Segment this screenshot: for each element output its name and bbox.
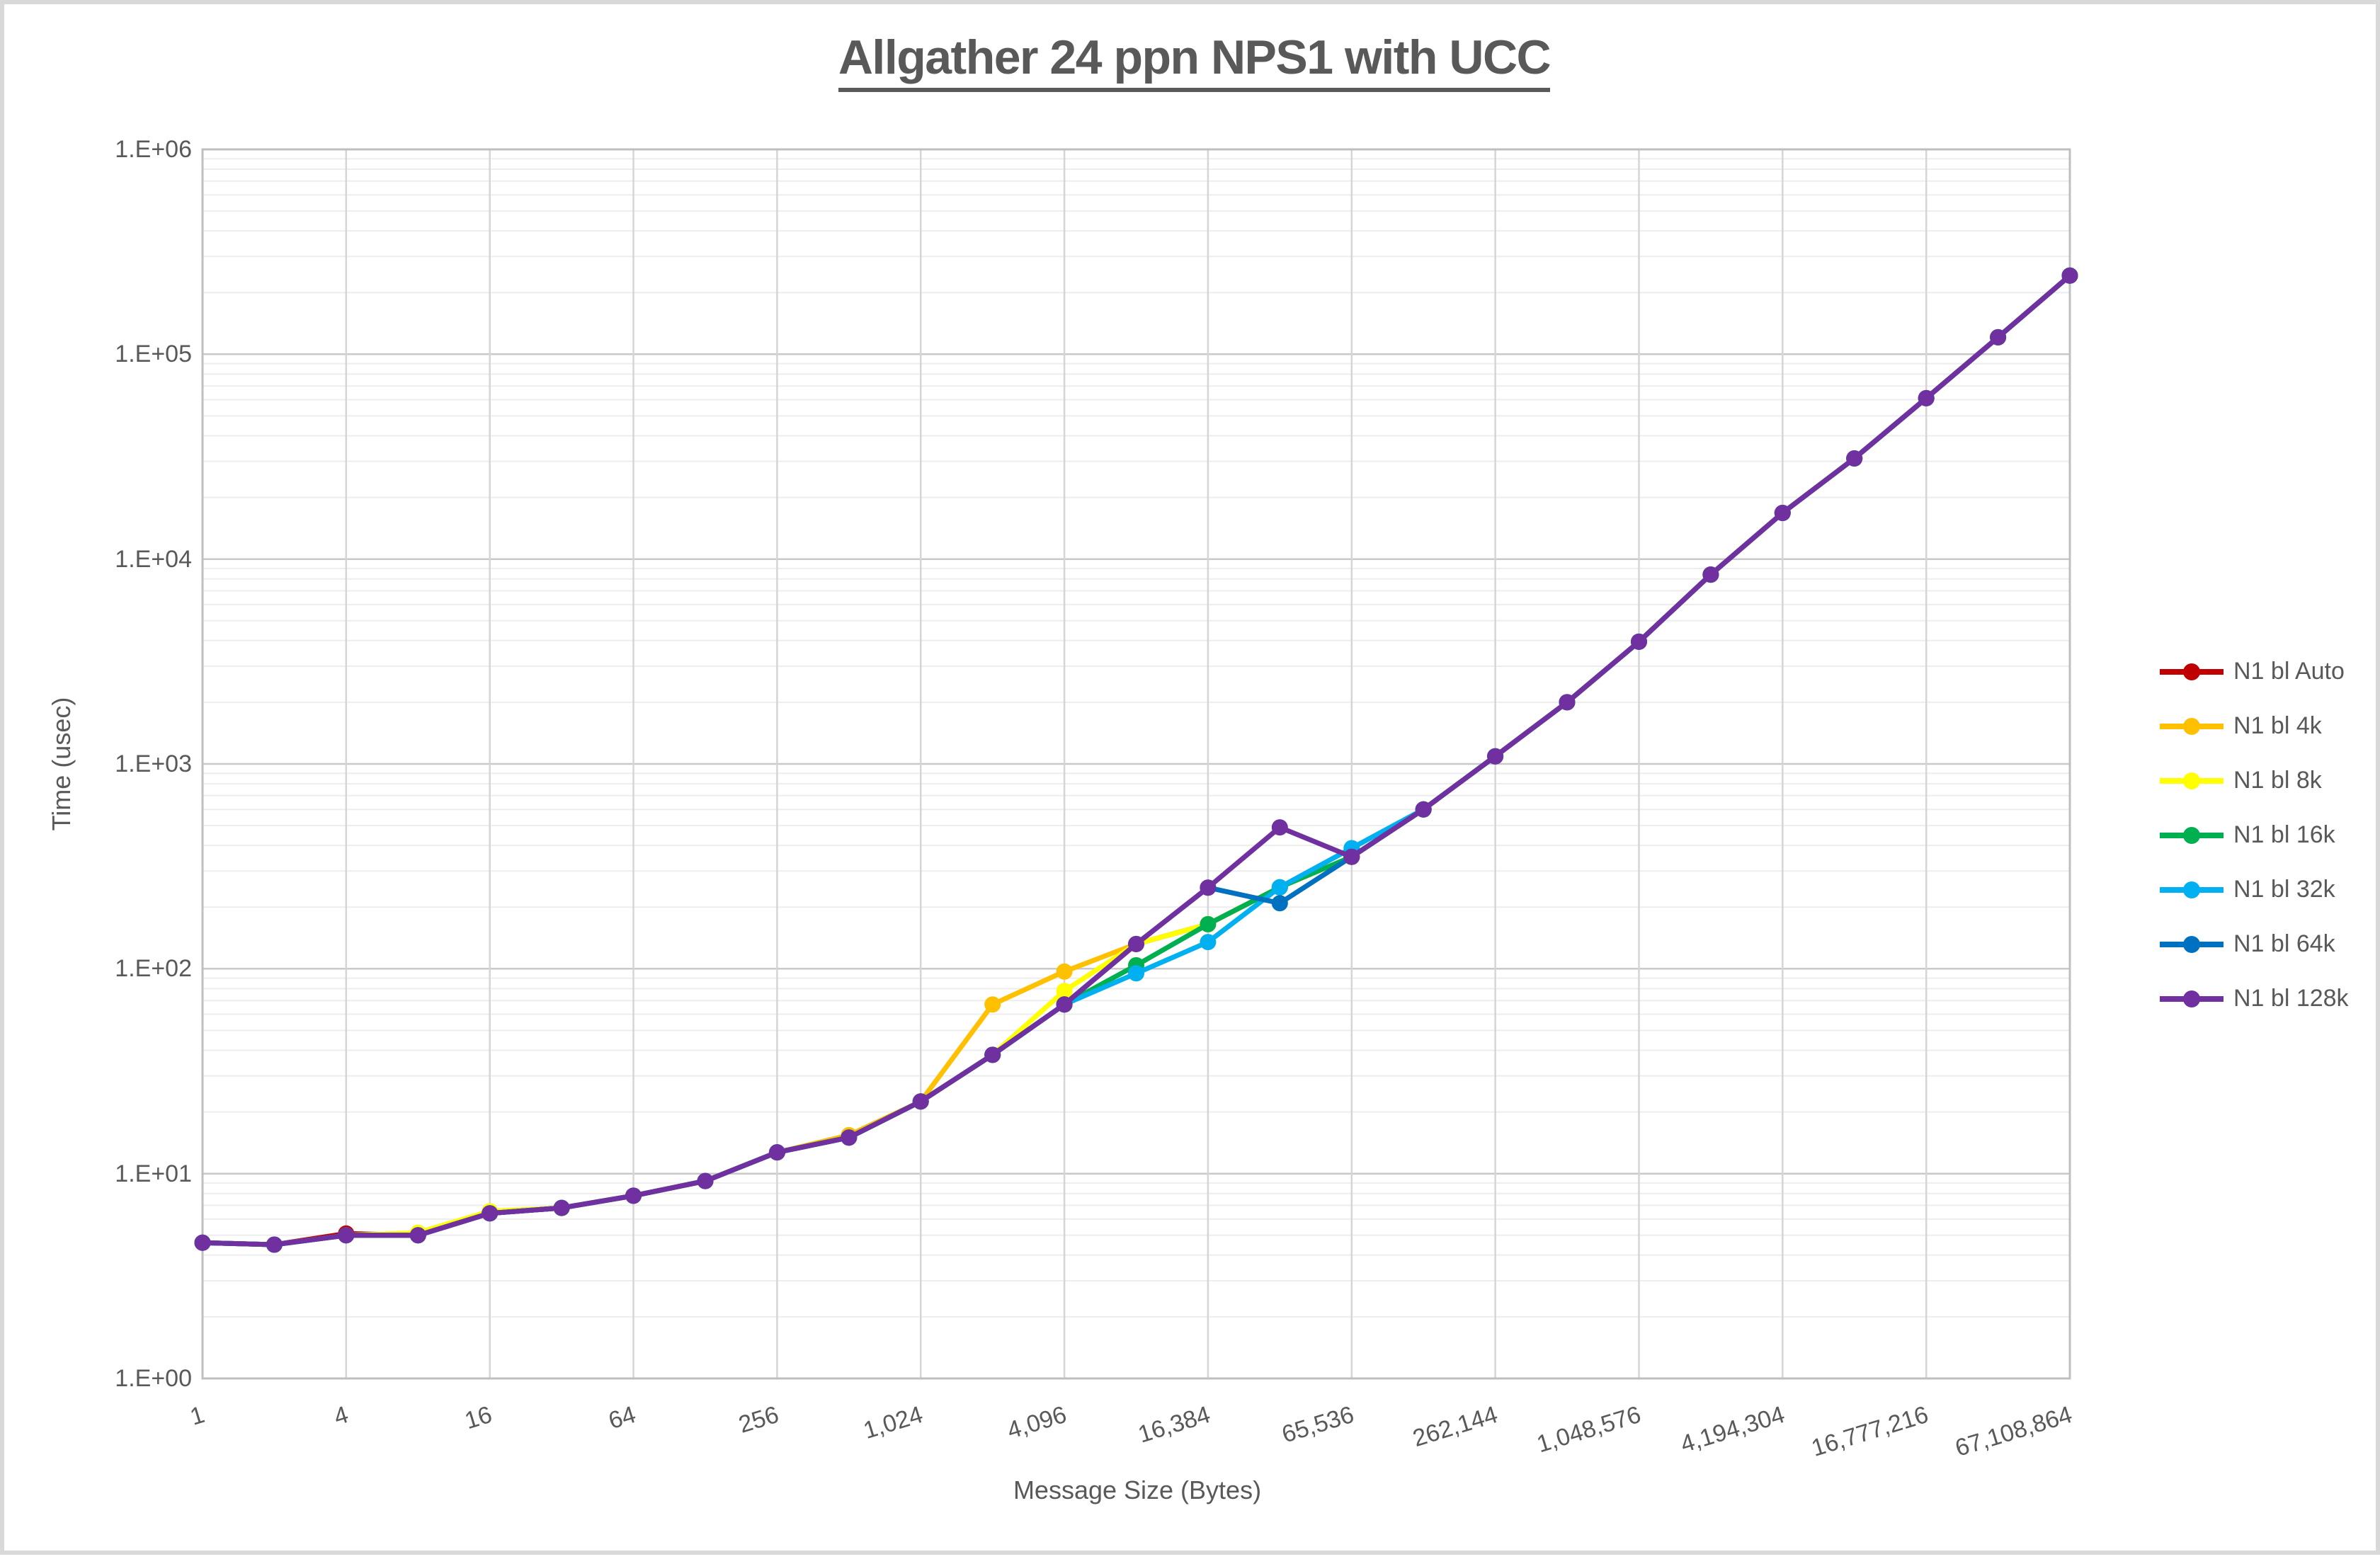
- data-point: [482, 1205, 499, 1222]
- data-point: [194, 1234, 211, 1251]
- data-point: [912, 1093, 929, 1110]
- legend-marker-icon: [2160, 663, 2224, 680]
- y-axis-title: Time (usec): [47, 697, 76, 831]
- legend-item-label: N1 bl 32k: [2233, 876, 2335, 903]
- data-point: [1056, 983, 1073, 1000]
- data-point: [1271, 879, 1288, 896]
- y-tick-label: 1.E+05: [115, 341, 192, 367]
- legend-marker-icon: [2160, 881, 2224, 898]
- series-line: [200, 273, 2073, 1247]
- series-line: [200, 273, 2073, 1247]
- legend-item: N1 bl 4k: [2160, 699, 2349, 753]
- data-point: [338, 1227, 355, 1244]
- data-point: [1271, 819, 1288, 836]
- legend-marker-dot-icon: [2183, 881, 2200, 898]
- data-point: [625, 1187, 642, 1204]
- legend-item-label: N1 bl 64k: [2233, 930, 2335, 957]
- legend-item-label: N1 bl 4k: [2233, 712, 2322, 739]
- legend-marker-dot-icon: [2183, 990, 2200, 1007]
- series-line: [200, 273, 2073, 1247]
- legend-item: N1 bl 128k: [2160, 971, 2349, 1026]
- legend-marker-dot-icon: [2183, 772, 2200, 789]
- data-point: [1631, 633, 1647, 650]
- legend-item-label: N1 bl Auto: [2233, 658, 2345, 685]
- data-point: [1702, 566, 1719, 583]
- y-tick-label: 1.E+04: [115, 546, 192, 573]
- y-tick-label: 1.E+00: [115, 1365, 192, 1392]
- data-point: [841, 1129, 858, 1146]
- data-point: [1271, 895, 1288, 912]
- legend-item: N1 bl 64k: [2160, 917, 2349, 971]
- legend-marker-icon: [2160, 772, 2224, 789]
- data-point: [1774, 505, 1791, 521]
- series-line: [200, 273, 2073, 1247]
- data-point: [1128, 935, 1144, 952]
- data-point: [1559, 694, 1576, 711]
- series-line: [200, 273, 2073, 1247]
- plot-border: [201, 148, 2071, 1380]
- data-point: [553, 1199, 570, 1216]
- data-point: [1056, 963, 1073, 980]
- data-point: [1343, 848, 1360, 865]
- series-line: [200, 273, 2073, 1247]
- data-point: [697, 1172, 714, 1189]
- legend-item: N1 bl Auto: [2160, 644, 2349, 699]
- data-point: [984, 996, 1001, 1013]
- legend-item: N1 bl 8k: [2160, 753, 2349, 808]
- data-point: [1200, 934, 1217, 951]
- y-tick-label: 1.E+03: [115, 750, 192, 777]
- data-point: [768, 1144, 785, 1161]
- data-point: [1990, 329, 2007, 346]
- legend-marker-dot-icon: [2183, 935, 2200, 953]
- legend-marker-icon: [2160, 826, 2224, 844]
- data-point: [1056, 996, 1073, 1013]
- legend-item: N1 bl 16k: [2160, 808, 2349, 862]
- data-point: [2061, 267, 2078, 284]
- legend-marker-icon: [2160, 935, 2224, 953]
- plot-area: [194, 148, 2078, 1380]
- x-axis-title: Message Size (Bytes): [1013, 1475, 1262, 1504]
- data-point: [1846, 450, 1863, 467]
- data-point: [1200, 915, 1217, 932]
- legend-marker-dot-icon: [2183, 717, 2200, 735]
- legend-marker-dot-icon: [2183, 826, 2200, 844]
- legend-item-label: N1 bl 128k: [2233, 985, 2349, 1012]
- chart-title: Allgather 24 ppn NPS1 with UCC: [838, 30, 1551, 92]
- y-tick-label: 1.E+06: [115, 136, 192, 163]
- data-point: [1918, 389, 1935, 406]
- data-point: [409, 1227, 426, 1244]
- y-tick-label: 1.E+02: [115, 955, 192, 982]
- legend-item: N1 bl 32k: [2160, 862, 2349, 917]
- legend-marker-dot-icon: [2183, 663, 2200, 680]
- data-point: [1415, 801, 1432, 818]
- legend-item-label: N1 bl 16k: [2233, 821, 2335, 848]
- legend-marker-icon: [2160, 717, 2224, 735]
- data-point: [984, 1046, 1001, 1063]
- legend-item-label: N1 bl 8k: [2233, 767, 2322, 794]
- series-line: [200, 273, 2073, 1247]
- data-point: [1487, 748, 1504, 765]
- data-point: [1128, 965, 1144, 982]
- legend-marker-icon: [2160, 990, 2224, 1007]
- legend: N1 bl Auto N1 bl 4k N1 bl 8k N1 bl 16k N1 bl…: [2160, 644, 2349, 1026]
- data-point: [266, 1236, 283, 1253]
- data-point: [1200, 879, 1217, 896]
- y-tick-label: 1.E+01: [115, 1160, 192, 1187]
- chart-title-wrap: Allgather 24 ppn NPS1 with UCC: [4, 30, 2380, 92]
